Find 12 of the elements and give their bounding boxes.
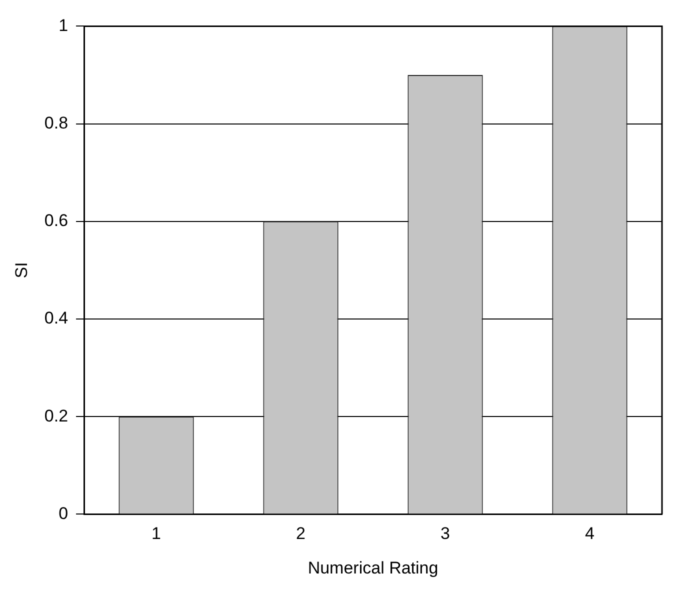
y-axis-title: SI bbox=[12, 262, 31, 278]
y-tick-label: 0.8 bbox=[44, 113, 68, 132]
y-tick-label: 0.6 bbox=[44, 211, 68, 230]
x-tick-label: 3 bbox=[440, 524, 450, 544]
y-tick-label: 0.4 bbox=[44, 308, 68, 328]
x-axis-title: Numerical Rating bbox=[308, 558, 438, 578]
x-tick-label: 4 bbox=[585, 524, 594, 544]
y-tick-label: 0 bbox=[58, 504, 68, 523]
y-tick-label: 1 bbox=[58, 16, 68, 35]
x-tick-label: 1 bbox=[152, 524, 162, 544]
x-tick-label: 2 bbox=[296, 524, 306, 544]
y-tick-label: 0.2 bbox=[44, 406, 68, 426]
